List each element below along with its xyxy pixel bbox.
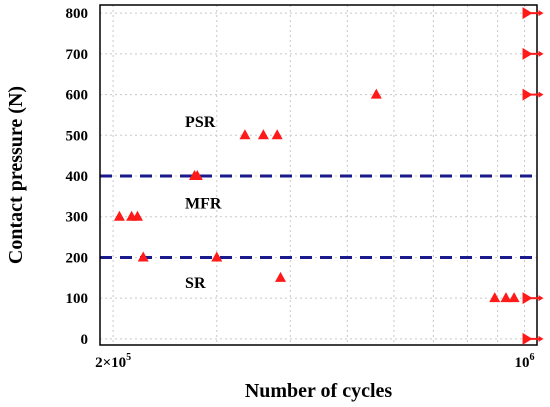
y-tick-label: 700 [66, 47, 89, 63]
triangle-marker [211, 251, 223, 262]
arrow-tip [538, 335, 544, 342]
triangle-marker [191, 170, 203, 181]
triangle-marker [500, 292, 512, 303]
plot-frame [99, 4, 538, 346]
triangle-marker [239, 129, 251, 140]
y-tick-label: 100 [66, 291, 89, 307]
triangle-marker [508, 292, 520, 303]
y-tick-label: 400 [66, 169, 89, 185]
threshold-lines [100, 174, 537, 259]
arrow-tip [538, 295, 544, 302]
y-tick-labels: 0 100 200 300 400 500 600 700 800 [66, 6, 89, 348]
arrow-tip [538, 91, 544, 98]
y-tick-label: 500 [66, 128, 89, 144]
x-tick-label: 2×105 [95, 352, 131, 371]
region-label: SR [185, 275, 206, 292]
arrow-tip [538, 10, 544, 17]
x-axis-label: Number of cycles [245, 380, 393, 402]
region-label: MFR [185, 196, 222, 213]
y-tick-label: 300 [66, 210, 89, 226]
x-tick-labels: 2×105 106 [95, 352, 534, 371]
triangle-marker [137, 251, 149, 262]
triangle-marker [370, 88, 382, 99]
region-labels: PSR MFR SR [185, 114, 222, 292]
arrow-head [522, 292, 533, 305]
y-axis-label: Contact pressure (N) [5, 86, 27, 264]
y-tick-label: 800 [66, 6, 89, 22]
triangle-marker [271, 129, 283, 140]
y-tick-label: 600 [66, 88, 89, 104]
triangle-marker [489, 292, 501, 303]
triangle-marker [257, 129, 269, 140]
arrow-head [522, 88, 533, 101]
y-tick-label: 200 [66, 250, 89, 266]
data-points [113, 7, 544, 345]
arrow-marker [522, 332, 544, 345]
y-tick-label: 0 [81, 332, 89, 348]
triangle-marker [275, 271, 287, 282]
arrow-head [522, 7, 533, 20]
region-label: PSR [185, 114, 216, 131]
triangle-marker [113, 210, 125, 221]
arrow-marker [522, 292, 544, 305]
arrow-head [522, 332, 533, 345]
x-tick-label: 106 [515, 352, 535, 371]
arrow-marker [522, 88, 544, 101]
triangle-marker [131, 210, 143, 221]
arrow-tip [538, 50, 544, 57]
arrow-head [522, 47, 533, 60]
arrow-marker [522, 7, 544, 20]
arrow-marker [522, 47, 544, 60]
